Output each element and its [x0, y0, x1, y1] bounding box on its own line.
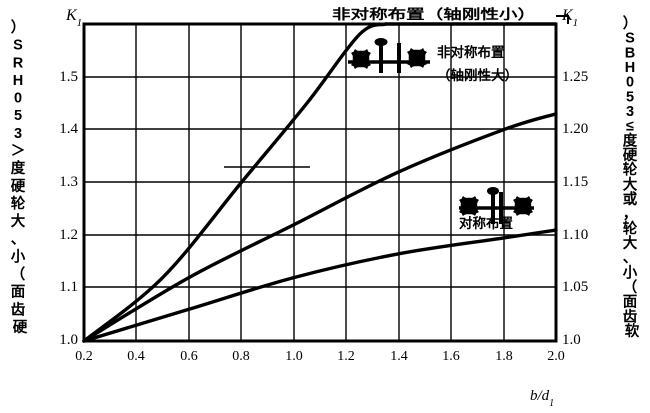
svg-text:1.2: 1.2 [337, 349, 355, 364]
svg-text:0.2: 0.2 [75, 349, 93, 364]
svg-text:） S B H 0: ） S B H 0 5 3 ≤ 度 硬 轮 大 或 ， 轮 大 、 小 （ 面 … [623, 14, 642, 340]
svg-text:1.0: 1.0 [562, 332, 581, 348]
svg-text:1.1: 1.1 [59, 279, 78, 295]
svg-text:1.0: 1.0 [59, 332, 78, 348]
svg-text:1.3: 1.3 [59, 174, 78, 190]
svg-text:0.8: 0.8 [232, 349, 250, 364]
svg-text:非对称布置（轴刚性小）: 非对称布置（轴刚性小） [332, 6, 536, 22]
svg-text:1.25: 1.25 [562, 69, 588, 85]
svg-text:1.20: 1.20 [562, 121, 588, 137]
svg-text:（轴刚性大）: （轴刚性大） [437, 67, 518, 83]
svg-text:1.8: 1.8 [495, 349, 513, 364]
svg-text:1.5: 1.5 [59, 69, 78, 85]
svg-text:1.0: 1.0 [285, 349, 303, 364]
svg-text:K1: K1 [561, 7, 578, 29]
svg-text:非对称布置: 非对称布置 [437, 44, 505, 60]
svg-text:1.10: 1.10 [562, 227, 588, 243]
svg-text:1.4: 1.4 [390, 349, 408, 364]
svg-text:0.6: 0.6 [180, 349, 198, 364]
svg-text:K1: K1 [65, 7, 82, 29]
svg-text:1.6: 1.6 [442, 349, 460, 364]
svg-text:） S R H 0: ） S R H 0 5 3 ＞ 度 硬 轮 大 、 小 （ 面 齿 硬 [11, 18, 30, 336]
svg-text:对称布置: 对称布置 [459, 215, 513, 231]
svg-text:1.2: 1.2 [59, 227, 78, 243]
svg-text:1.05: 1.05 [562, 279, 588, 295]
svg-text:2.0: 2.0 [547, 349, 565, 364]
svg-text:0.4: 0.4 [127, 349, 145, 364]
svg-text:1.4: 1.4 [59, 121, 78, 137]
svg-text:1.15: 1.15 [562, 174, 588, 190]
svg-text:b/d1: b/d1 [530, 388, 554, 409]
